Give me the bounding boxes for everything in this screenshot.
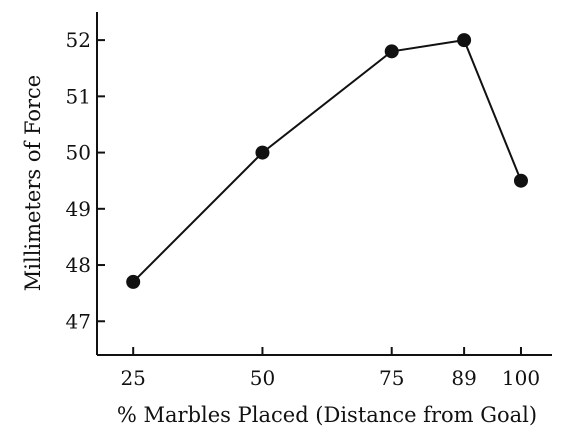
data-points	[126, 33, 528, 289]
y-tick-label: 51	[66, 84, 91, 108]
x-tick-label: 75	[379, 366, 404, 390]
data-point	[255, 145, 270, 160]
x-ticks: 25 50 75 89 100	[120, 347, 540, 390]
x-tick-label: 25	[120, 366, 145, 390]
series-line	[132, 38, 522, 283]
y-tick-label: 50	[66, 141, 91, 165]
y-tick-label: 49	[66, 197, 91, 221]
y-tick-label: 48	[66, 253, 91, 277]
y-tick-label: 52	[66, 28, 91, 52]
x-tick-label: 100	[502, 366, 540, 390]
y-ticks: 47 48 49 50 51 52	[66, 28, 105, 333]
data-point	[457, 33, 472, 48]
data-point	[126, 274, 141, 289]
x-tick-label: 50	[250, 366, 275, 390]
y-axis-title: Millimeters of Force	[21, 75, 45, 291]
x-tick-label: 89	[451, 366, 476, 390]
data-point	[384, 44, 399, 59]
y-tick-label: 47	[66, 309, 91, 333]
data-point	[513, 173, 528, 188]
x-axis-title: % Marbles Placed (Distance from Goal)	[117, 403, 537, 427]
